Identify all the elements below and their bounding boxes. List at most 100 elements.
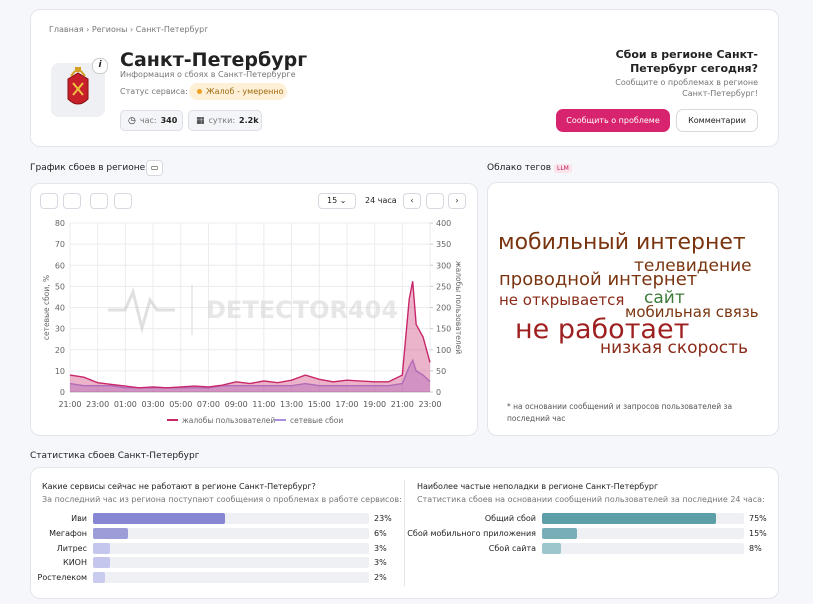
row-label: Сбой мобильного приложения — [407, 528, 536, 538]
info-badge[interactable]: i — [92, 58, 108, 74]
x-tick-label: 21:00 — [391, 400, 414, 409]
bar — [542, 542, 561, 554]
report-button[interactable]: Сообщить о проблеме — [556, 109, 670, 132]
bar — [542, 527, 577, 539]
row-label: Литрес — [56, 543, 87, 553]
calendar-icon: ▦ — [196, 115, 205, 126]
bar-value: 23% — [374, 514, 392, 523]
x-tick-label: 23:00 — [86, 400, 109, 409]
screenshot-tool[interactable] — [40, 193, 58, 209]
cta-title: Сбои в регионе Санкт-Петербург сегодня? — [615, 48, 758, 75]
interval-value: 15 — [327, 196, 338, 205]
llm-badge: LLM — [554, 164, 572, 173]
period-label: 24 часа — [365, 196, 397, 205]
watermark-text: DETECTOR404 — [206, 296, 398, 324]
legend-label: жалобы пользователей — [182, 416, 275, 425]
status-label: Статус сервиса: — [120, 87, 188, 96]
y2-tick-label: 150 — [436, 325, 451, 334]
grid — [69, 222, 431, 393]
y-tick-label: 10 — [55, 367, 65, 376]
x-tick-label: 09:00 — [225, 400, 248, 409]
bar-track — [542, 542, 744, 554]
bar — [93, 513, 226, 524]
y-tick-label: 40 — [55, 304, 65, 313]
emblem-icon — [67, 67, 89, 105]
bar — [93, 527, 128, 539]
x-tick-label: 07:00 — [197, 400, 220, 409]
region-card: Главная › Регионы › Санкт-Петербург i Са… — [30, 9, 779, 147]
y-tick-label: 20 — [55, 346, 65, 355]
breadcrumb: Главная › Регионы › Санкт-Петербург — [49, 25, 209, 34]
calendar-button[interactable] — [426, 193, 444, 209]
tag[interactable]: не работает — [515, 314, 690, 345]
services-subtitle: За последний час из региона поступают со… — [42, 495, 402, 504]
series-line — [69, 281, 431, 389]
data-tool[interactable] — [63, 193, 81, 209]
y-tick-label: 50 — [55, 282, 65, 291]
series-area — [70, 281, 430, 392]
row-label: Общий сбой — [484, 514, 536, 523]
bar-value: 6% — [374, 528, 387, 538]
day-value: 2.2k — [239, 116, 259, 125]
legend-label: сетевые сбои — [290, 416, 343, 425]
status-dot — [197, 89, 202, 94]
next-button[interactable]: › — [448, 193, 466, 209]
line-chart: DETECTOR404 0 10 20 30 40 50 60 70 80 0 50 100 150 20… — [42, 219, 463, 425]
chart-type-tool[interactable] — [90, 193, 108, 209]
y-tick-label: 30 — [55, 325, 65, 334]
tag[interactable]: низкая скорость — [600, 338, 748, 358]
hour-pill: ◷ час: 340 — [120, 110, 183, 131]
x-tick-label: 05:00 — [169, 400, 192, 409]
tag[interactable]: мобильный интернет — [498, 230, 746, 255]
chart-card: 15 ⌄ 24 часа ‹ › — [30, 183, 478, 436]
row-label: Сбой сайта — [488, 543, 536, 553]
x-tick-label: 03:00 — [142, 400, 165, 409]
bar — [93, 557, 111, 569]
prev-button[interactable]: ‹ — [403, 193, 421, 209]
bar-track — [93, 542, 369, 554]
y2-tick-label: 300 — [436, 261, 451, 270]
y2-tick-label: 0 — [436, 388, 441, 397]
bar-value: 2% — [374, 573, 387, 583]
hour-label: час: — [139, 116, 157, 125]
hour-value: 340 — [160, 116, 178, 125]
x-tick-label: 21:00 — [58, 400, 81, 409]
bar-track — [93, 572, 369, 584]
bar-value: 8% — [749, 543, 762, 553]
interval-select[interactable]: 15 ⌄ — [318, 193, 356, 209]
x-tick-label: 19:00 — [363, 400, 386, 409]
x-tick-label: 11:00 — [252, 400, 275, 409]
comments-button[interactable]: Комментарии — [676, 109, 758, 132]
tag[interactable]: телевидение — [634, 256, 752, 276]
x-tick-label: 17:00 — [335, 400, 358, 409]
stats-card: Какие сервисы сейчас не работают в регио… — [30, 467, 779, 599]
clock-icon: ◷ — [128, 115, 136, 126]
y-tick-label: 70 — [55, 240, 65, 249]
tag[interactable]: не открывается — [499, 291, 625, 309]
tag[interactable]: сайт — [644, 288, 685, 308]
status-text: Жалоб - умеренно — [206, 87, 284, 96]
problems-title: Наиболее частые неполадки в регионе Санк… — [417, 482, 659, 491]
problems-subtitle: Статистика сбоев на основании сообщений … — [417, 495, 765, 504]
expand-button[interactable]: ▭ — [146, 160, 163, 176]
bar-track — [542, 527, 744, 539]
row-label: Ростелеком — [37, 573, 88, 583]
x-tick-label: 13:00 — [280, 400, 303, 409]
tag[interactable]: проводной интернет — [499, 269, 698, 290]
tag[interactable]: мобильная связь — [625, 303, 759, 321]
font-tool[interactable] — [114, 193, 132, 209]
bar-value: 15% — [749, 528, 767, 538]
y2-tick-label: 250 — [436, 282, 451, 291]
legend-item: сетевые сбои — [275, 416, 343, 425]
region-subtitle: Информация о сбоях в Санкт-Петербурге — [120, 70, 296, 79]
row-label: КИОН — [63, 558, 87, 568]
y2-axis-label: жалобы пользователей — [454, 261, 463, 354]
breadcrumb-link[interactable]: Главная — [49, 25, 84, 34]
bar — [93, 542, 111, 554]
bar-value: 3% — [374, 543, 387, 553]
bar-track — [93, 527, 369, 539]
breadcrumb-link[interactable]: Регионы — [91, 25, 128, 34]
y-tick-label: 60 — [55, 261, 65, 270]
